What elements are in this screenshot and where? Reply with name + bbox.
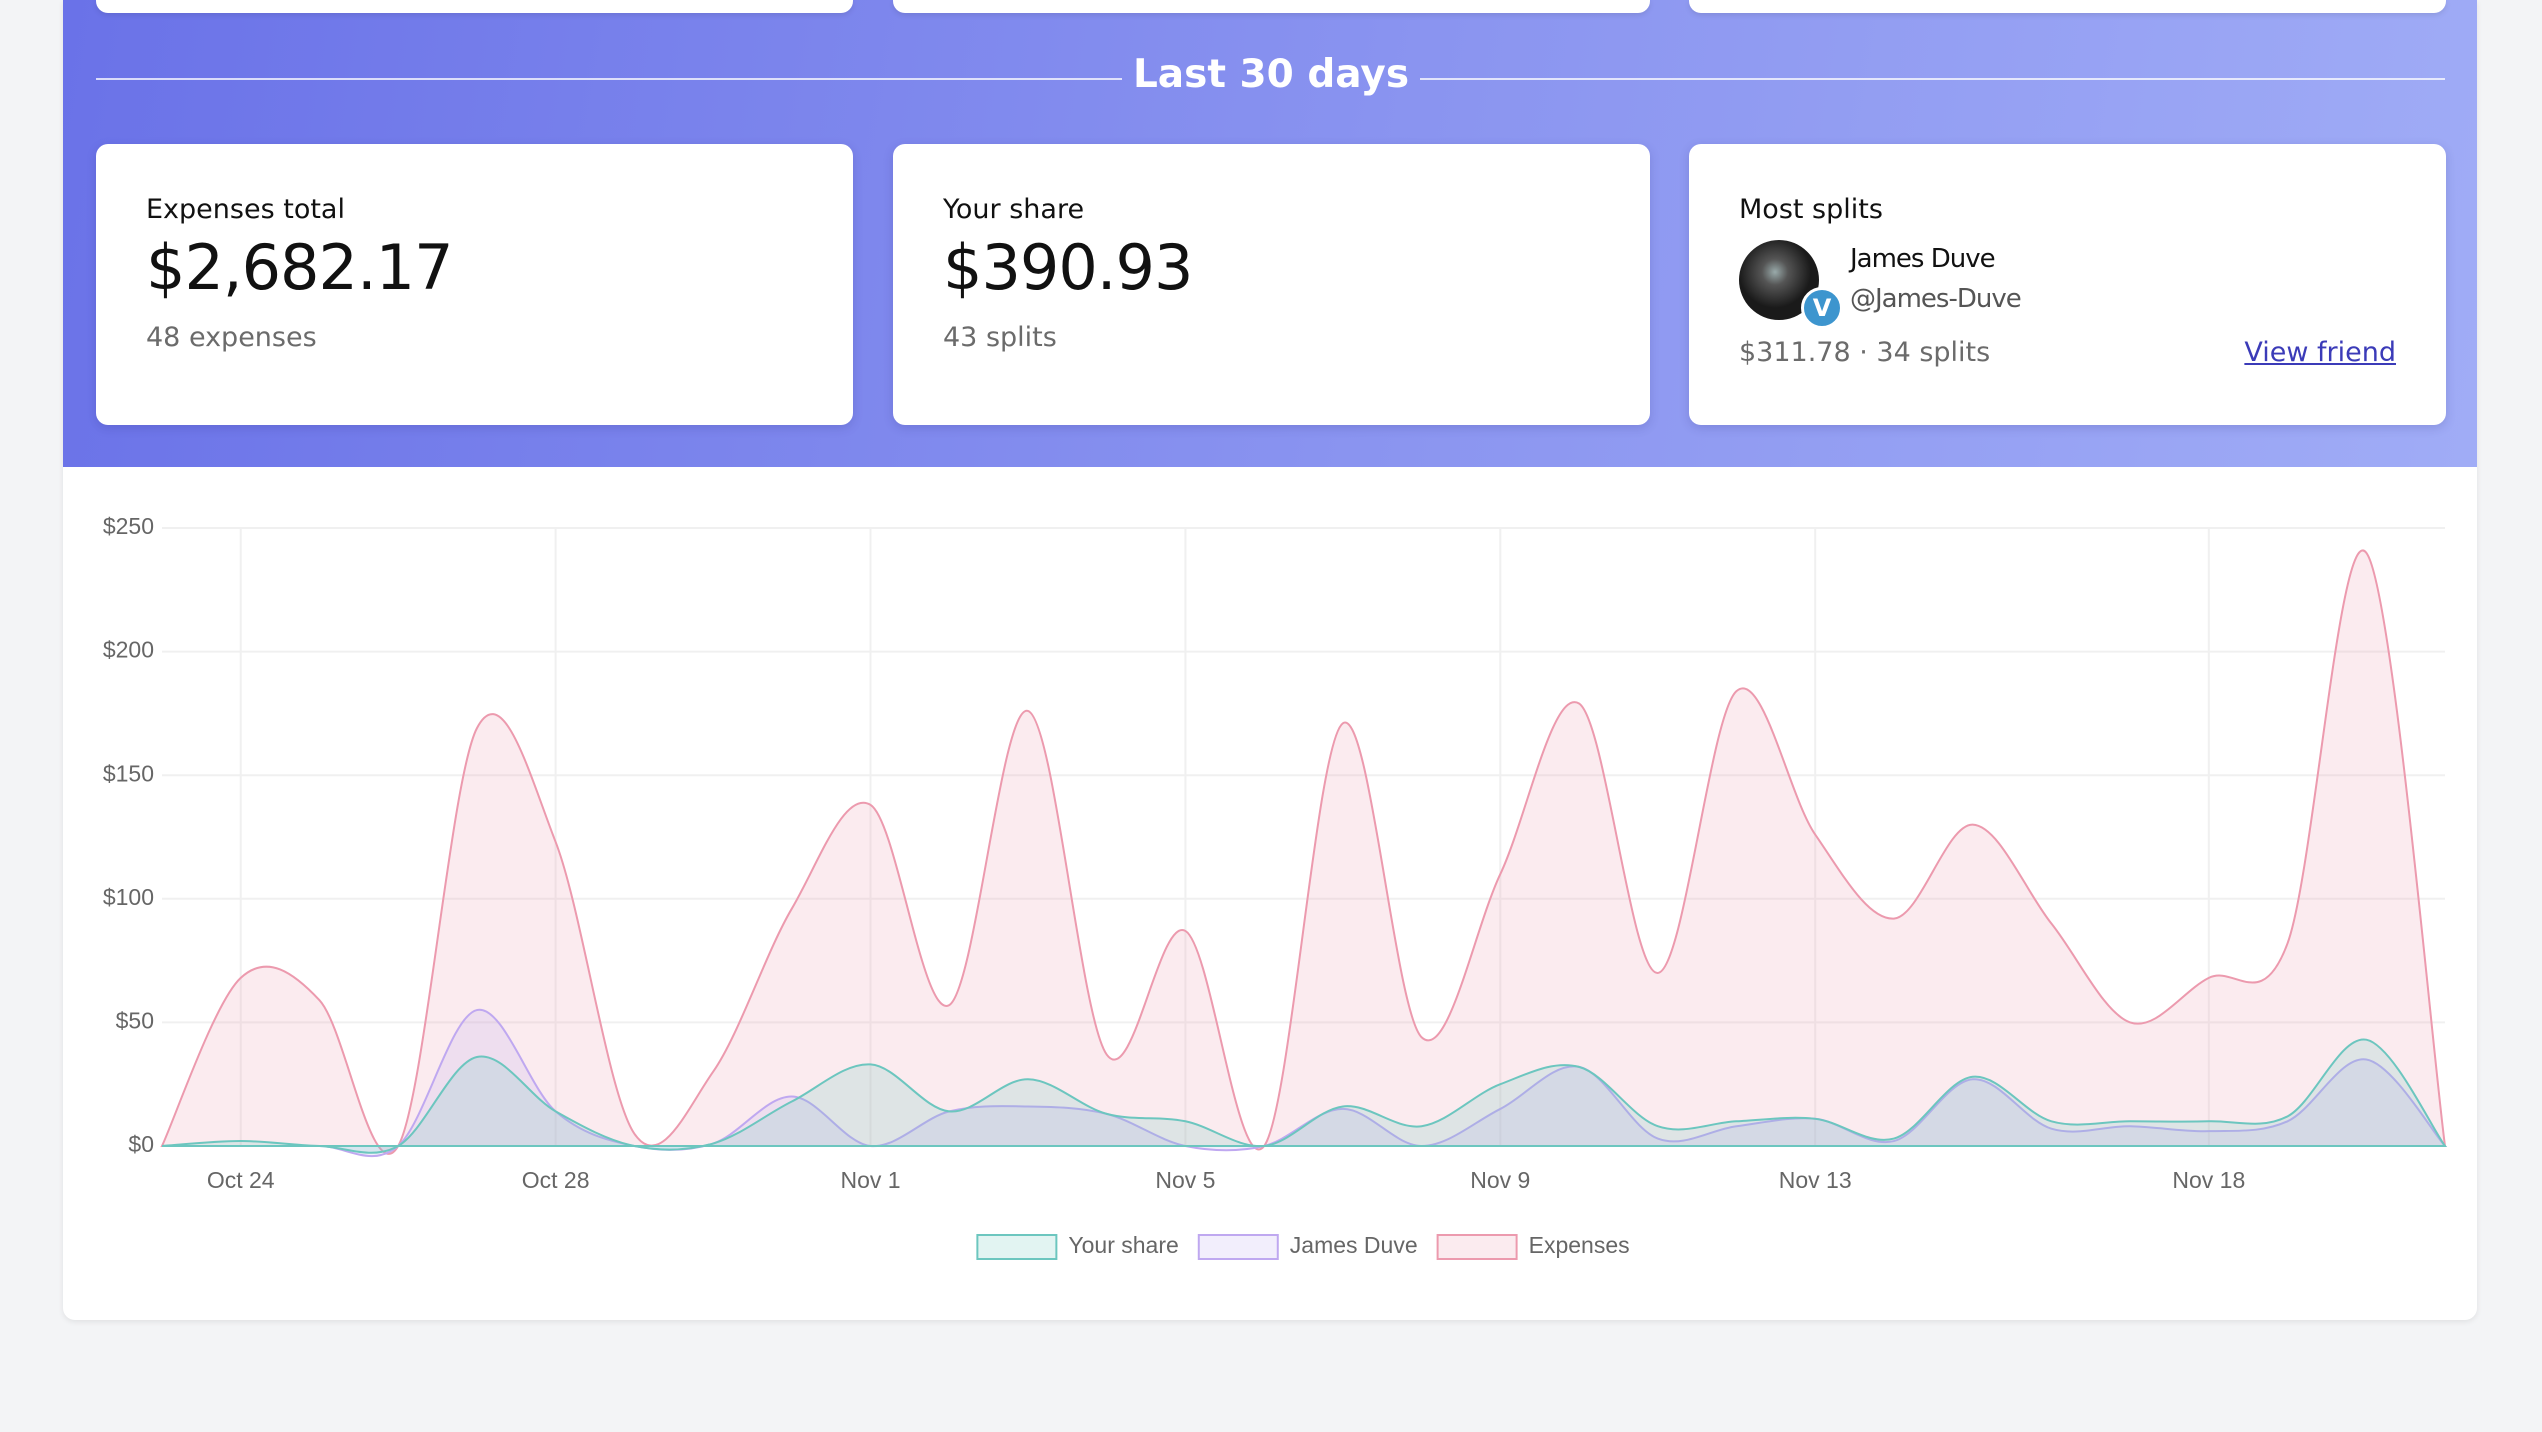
area-series	[161, 1038, 2447, 1154]
y-tick-label: $250	[103, 513, 154, 539]
friend-handle: @James-Duve	[1850, 284, 2022, 314]
y-tick-label: $100	[103, 884, 154, 910]
card-detail: $311.78 · 34 splits	[1739, 337, 1991, 368]
section-title: Last 30 days	[1132, 52, 1410, 97]
legend-label: James Duve	[1290, 1232, 1418, 1258]
legend-label: Expenses	[1529, 1232, 1630, 1258]
friend-name: James Duve	[1850, 244, 1996, 274]
divider	[96, 78, 1122, 80]
y-tick-label: $0	[128, 1131, 154, 1157]
x-tick-label: Nov 13	[1779, 1167, 1852, 1193]
stat-card: Most splits V James Duve @James-Duve $31…	[1689, 144, 2446, 425]
card-label: Most splits	[1739, 194, 1883, 225]
stat-card: Expenses total $2,682.17 48 expenses	[96, 144, 853, 425]
x-tick-label: Oct 28	[522, 1167, 590, 1193]
legend-swatch	[976, 1234, 1058, 1260]
divider	[1420, 78, 2445, 80]
legend-swatch	[1436, 1234, 1518, 1260]
x-tick-label: Nov 9	[1470, 1167, 1530, 1193]
y-tick-label: $200	[103, 637, 154, 663]
card-detail: 48 expenses	[146, 322, 317, 353]
card-value: $390.93	[943, 231, 1193, 304]
y-tick-label: $50	[116, 1007, 154, 1033]
card-edge	[1689, 0, 2446, 13]
card-value: $2,682.17	[146, 231, 454, 304]
area-series	[160, 549, 2447, 1155]
card-edge	[96, 0, 853, 13]
x-tick-label: Nov 1	[840, 1167, 900, 1193]
avatar-badge: V	[1801, 287, 1843, 329]
legend-label: Your share	[1068, 1232, 1178, 1258]
x-tick-label: Oct 24	[207, 1167, 275, 1193]
card-edge	[893, 0, 1650, 13]
y-tick-label: $150	[103, 760, 154, 786]
card-label: Expenses total	[146, 194, 345, 225]
x-tick-label: Nov 5	[1155, 1167, 1215, 1193]
x-tick-label: Nov 18	[2172, 1167, 2245, 1193]
view-friend-link[interactable]: View friend	[2244, 337, 2396, 368]
card-label: Your share	[943, 194, 1085, 225]
card-detail: 43 splits	[943, 322, 1057, 353]
legend-swatch	[1197, 1234, 1279, 1260]
stat-card: Your share $390.93 43 splits	[893, 144, 1650, 425]
